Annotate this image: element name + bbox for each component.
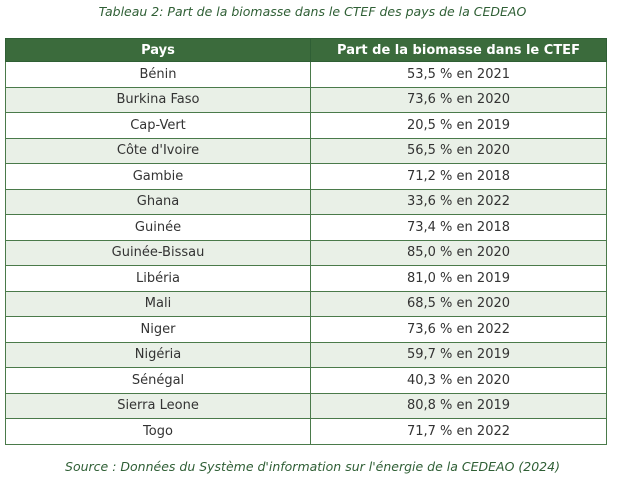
biomass-share-cell: 73,4 % en 2018 [310,214,607,241]
biomass-share-cell: 53,5 % en 2021 [310,61,607,88]
source-note: Source : Données du Système d'informatio… [65,459,560,474]
country-cell: Cap-Vert [5,112,311,139]
table-row: Mali 68,5 % en 2020 [5,290,607,317]
biomass-share-cell: 59,7 % en 2019 [310,341,607,368]
table-row: Nigéria 59,7 % en 2019 [5,341,607,368]
country-cell: Côte d'Ivoire [5,137,311,164]
table-row: Ghana 33,6 % en 2022 [5,188,607,215]
biomass-share-cell: 40,3 % en 2020 [310,367,607,394]
table-row: Libéria 81,0 % en 2019 [5,265,607,292]
biomass-share-cell: 71,7 % en 2022 [310,418,607,445]
country-cell: Gambie [5,163,311,190]
header-row: Pays Part de la biomasse dans le CTEF [5,38,607,62]
table-row: Bénin 53,5 % en 2021 [5,61,607,88]
country-cell: Ghana [5,188,311,215]
biomass-share-cell: 81,0 % en 2019 [310,265,607,292]
table-row: Gambie 71,2 % en 2018 [5,163,607,190]
country-cell: Niger [5,316,311,343]
header-country: Pays [5,38,311,62]
biomass-share-cell: 71,2 % en 2018 [310,163,607,190]
country-cell: Guinée [5,214,311,241]
table-row: Guinée-Bissau 85,0 % en 2020 [5,239,607,266]
country-cell: Nigéria [5,341,311,368]
biomass-share-cell: 85,0 % en 2020 [310,239,607,266]
table-row: Sénégal 40,3 % en 2020 [5,367,607,394]
table-row: Burkina Faso 73,6 % en 2020 [5,86,607,113]
table-caption: Tableau 2: Part de la biomasse dans le C… [98,4,527,19]
country-cell: Sierra Leone [5,392,311,419]
country-cell: Mali [5,290,311,317]
biomass-share-cell: 80,8 % en 2019 [310,392,607,419]
table-row: Niger 73,6 % en 2022 [5,316,607,343]
country-cell: Burkina Faso [5,86,311,113]
table-row: Cap-Vert 20,5 % en 2019 [5,112,607,139]
biomass-share-cell: 20,5 % en 2019 [310,112,607,139]
table-row: Guinée 73,4 % en 2018 [5,214,607,241]
country-cell: Sénégal [5,367,311,394]
header-biomass-share: Part de la biomasse dans le CTEF [310,38,607,62]
biomass-share-cell: 33,6 % en 2022 [310,188,607,215]
table-row: Côte d'Ivoire 56,5 % en 2020 [5,137,607,164]
country-cell: Bénin [5,61,311,88]
biomass-table: Pays Part de la biomasse dans le CTEF Bé… [5,38,607,445]
table-row: Togo 71,7 % en 2022 [5,418,607,445]
country-cell: Guinée-Bissau [5,239,311,266]
country-cell: Togo [5,418,311,445]
biomass-share-cell: 56,5 % en 2020 [310,137,607,164]
biomass-share-cell: 73,6 % en 2022 [310,316,607,343]
biomass-share-cell: 73,6 % en 2020 [310,86,607,113]
biomass-share-cell: 68,5 % en 2020 [310,290,607,317]
table-row: Sierra Leone 80,8 % en 2019 [5,392,607,419]
country-cell: Libéria [5,265,311,292]
